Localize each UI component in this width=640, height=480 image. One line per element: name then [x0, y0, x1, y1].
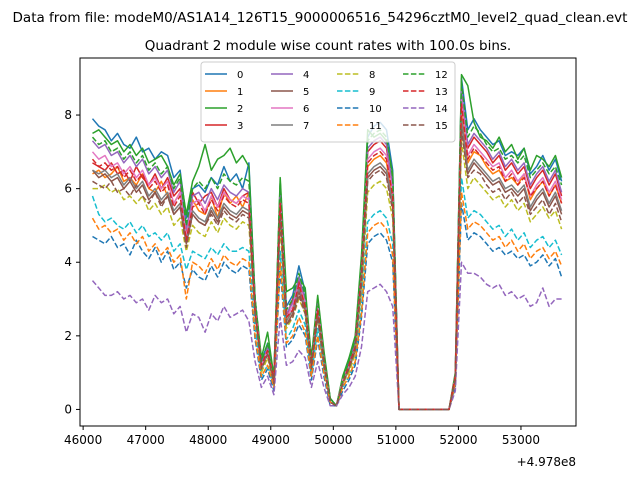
- legend-label-14: 14: [435, 104, 448, 115]
- legend-label-12: 12: [435, 70, 448, 81]
- legend-label-9: 9: [369, 87, 375, 98]
- legend-label-15: 15: [435, 121, 448, 132]
- legend-box: [200, 61, 456, 143]
- legend-label-6: 6: [303, 104, 309, 115]
- legend-label-4: 4: [303, 70, 309, 81]
- x-tick-label: 52000: [439, 433, 477, 447]
- y-tick-label: 8: [64, 108, 72, 122]
- x-tick-label: 53000: [502, 433, 540, 447]
- series-line-11: [91, 191, 563, 411]
- legend-label-3: 3: [237, 121, 243, 132]
- legend-label-13: 13: [435, 87, 448, 98]
- plot-frame: [79, 57, 577, 427]
- legend-label-11: 11: [369, 121, 382, 132]
- x-tick-label: 50000: [314, 433, 352, 447]
- y-axis: 0 2 4 6 8: [64, 108, 80, 416]
- series-line-12: [91, 81, 563, 411]
- x-tick-label: 46000: [64, 433, 102, 447]
- legend-label-2: 2: [237, 104, 243, 115]
- y-tick-label: 4: [64, 255, 72, 269]
- legend-label-0: 0: [237, 70, 243, 81]
- legend-label-8: 8: [369, 70, 375, 81]
- y-tick-label: 6: [64, 182, 72, 196]
- x-tick-label: 49000: [252, 433, 290, 447]
- y-tick-label: 0: [64, 402, 72, 416]
- legend-label-10: 10: [369, 104, 382, 115]
- series-layer: [91, 73, 563, 411]
- y-tick-label: 2: [64, 329, 72, 343]
- legend-label-1: 1: [237, 87, 243, 98]
- series-line-10: [92, 202, 563, 411]
- axis-offset-label: +4.978e8: [517, 455, 576, 469]
- suptitle: Data from file: modeM0/AS1A14_126T15_900…: [13, 10, 628, 26]
- legend-label-5: 5: [303, 87, 309, 98]
- x-tick-label: 48000: [189, 433, 227, 447]
- series-line-14: [91, 261, 562, 411]
- x-tick-label: 47000: [127, 433, 165, 447]
- legend-label-7: 7: [303, 121, 309, 132]
- series-line-15: [92, 129, 563, 411]
- x-axis: 46000 47000 48000 49000 50000 51000 52000 53000: [64, 426, 540, 447]
- x-tick-label: 51000: [377, 433, 415, 447]
- chart-title: Quadrant 2 module wise count rates with …: [145, 38, 511, 54]
